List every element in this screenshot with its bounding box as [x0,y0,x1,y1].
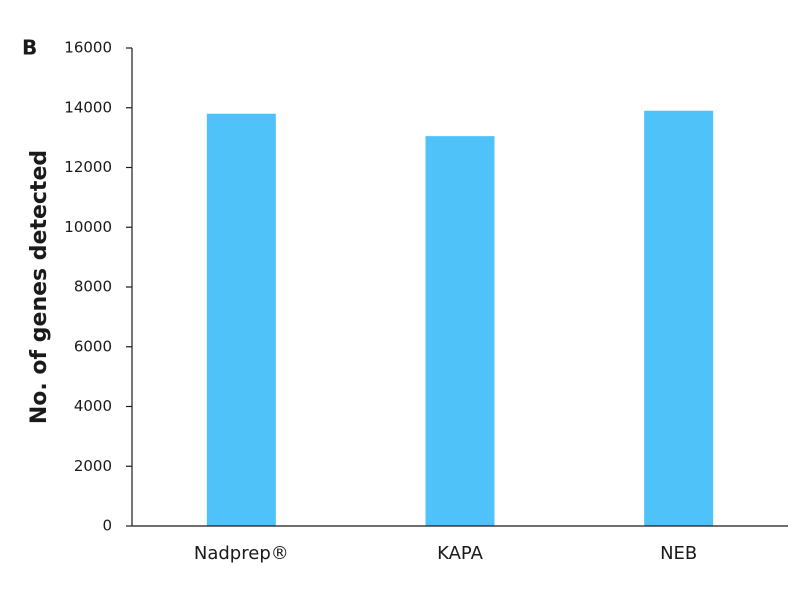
y-tick-label: 2000 [74,457,112,475]
y-tick-label: 14000 [64,98,112,116]
bar [206,113,276,526]
y-tick-label: 16000 [64,39,112,57]
y-axis-label: No. of genes detected [27,150,52,424]
x-tick-label: KAPA [437,543,484,564]
panel-label: B [22,36,37,60]
y-tick-label: 6000 [74,337,112,355]
y-tick-label: 4000 [74,397,112,415]
y-tick-label: 10000 [64,218,112,236]
y-tick-label: 12000 [64,158,112,176]
y-tick-label: 8000 [74,278,112,296]
bar [644,110,714,527]
x-tick-label: Nadprep® [194,543,289,564]
bar [425,136,495,526]
y-tick-label: 0 [102,517,112,535]
x-tick-label: NEB [660,543,697,564]
